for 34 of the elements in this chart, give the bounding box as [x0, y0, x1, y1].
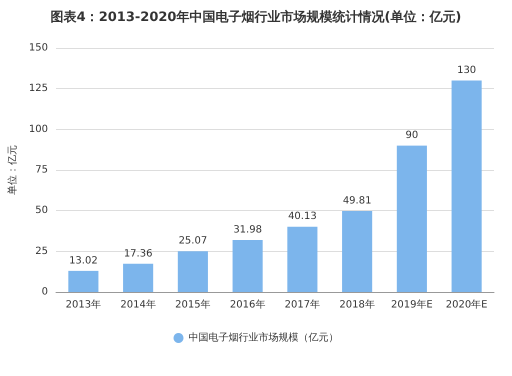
bar: [178, 251, 208, 292]
x-tick-label: 2016年: [230, 298, 266, 310]
legend-label: 中国电子烟行业市场规模（亿元）: [188, 332, 338, 344]
x-tick-label: 2017年: [284, 298, 320, 310]
data-label: 40.13: [288, 211, 317, 222]
y-tick-label: 100: [28, 124, 48, 135]
x-tick-label: 2013年: [66, 298, 102, 310]
y-tick-label: 150: [28, 42, 48, 54]
x-tick-label: 2020年E: [446, 298, 488, 310]
x-tick-label: 2019年E: [390, 298, 433, 310]
y-tick-label: 50: [35, 205, 48, 216]
data-label: 17.36: [124, 248, 152, 260]
data-label: 49.81: [342, 195, 372, 206]
y-tick-label: 0: [42, 286, 48, 298]
data-label: 13.02: [69, 255, 98, 266]
bar: [396, 146, 427, 292]
bar: [123, 264, 154, 292]
x-tick-label: 2018年: [339, 298, 375, 310]
data-label: 25.07: [178, 236, 208, 247]
y-tick-label: 125: [28, 83, 48, 94]
data-label: 31.98: [233, 224, 262, 236]
bar: [452, 80, 482, 292]
x-tick-label: 2014年: [120, 298, 156, 310]
data-label: 130: [457, 65, 476, 76]
chart-title: 图表4：2013-2020年中国电子烟行业市场规模统计情况(单位：亿元): [50, 9, 462, 25]
bar: [232, 240, 263, 292]
bar: [287, 226, 318, 292]
bar: [342, 210, 372, 292]
y-tick-label: 75: [35, 164, 48, 176]
data-label: 90: [406, 130, 418, 142]
y-axis-title: 单位：亿元: [6, 145, 19, 195]
bar: [68, 270, 98, 292]
y-tick-label: 25: [35, 246, 48, 257]
x-tick-label: 2015年: [175, 298, 211, 310]
